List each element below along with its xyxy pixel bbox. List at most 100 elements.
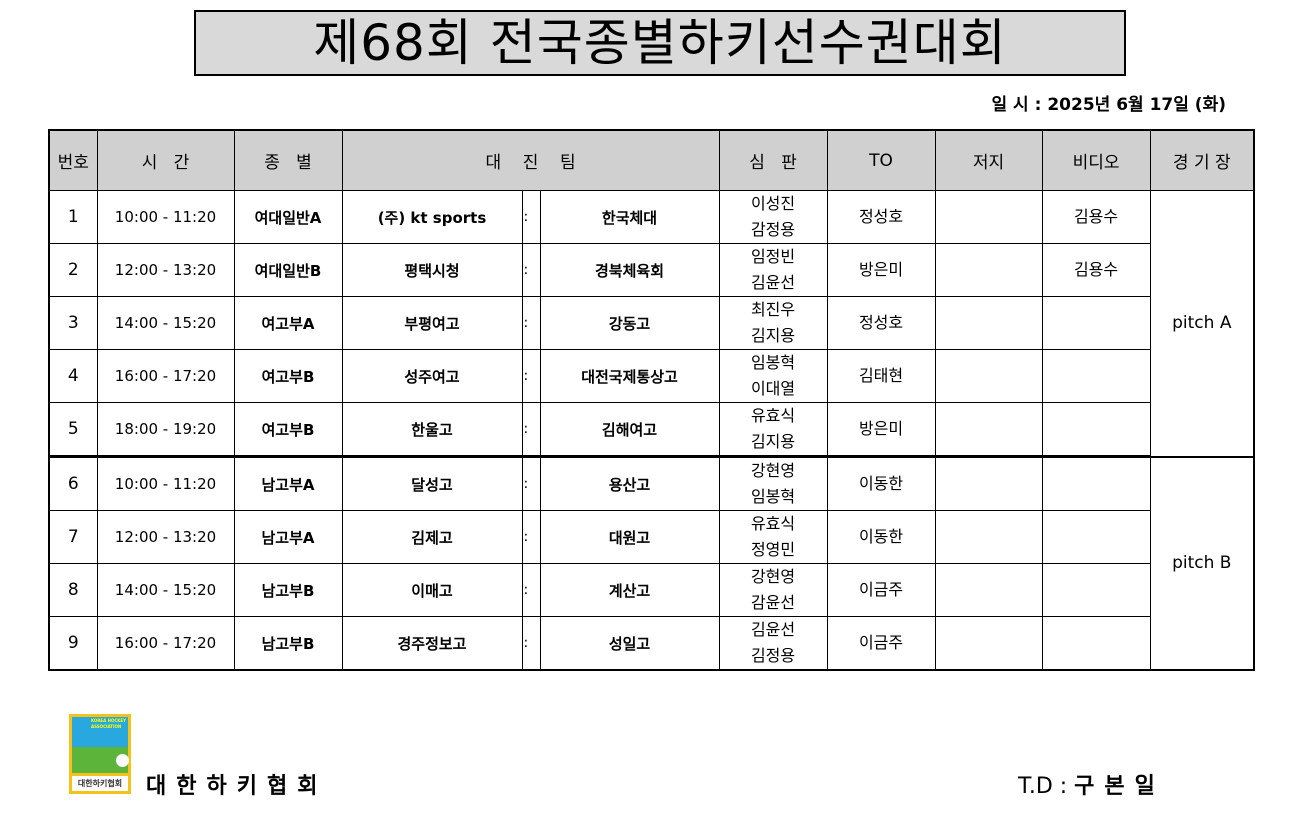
cell-referees: 이성진 감정용	[718, 190, 828, 244]
cell-category: 여고부B	[233, 349, 343, 403]
cell-team1: 한울고	[341, 402, 523, 458]
cell-time: 12:00 - 13:20	[96, 510, 235, 564]
table-row: 2 12:00 - 13:20 여대일반B 평택시청: 경북체육회 임정빈 김윤선 방은미 김용…	[48, 243, 1254, 297]
table-row: 7 12:00 - 13:20 남고부A 김제고: 대원고 유효식 정영민 이동한	[48, 510, 1254, 564]
cell-to: 방은미	[826, 402, 936, 458]
kha-logo: KOREA HOCKEY ASSOCIATION 대한하키협회	[69, 714, 131, 794]
cell-video	[1041, 456, 1151, 511]
cell-category: 여고부A	[233, 296, 343, 350]
cell-category: 여대일반B	[233, 243, 343, 297]
cell-video	[1041, 349, 1151, 403]
cell-team1: 평택시청	[341, 243, 523, 297]
cell-video	[1041, 510, 1151, 564]
header-no: 번호	[48, 129, 98, 191]
cell-team1: 부평여고	[341, 296, 523, 350]
cell-separator: :	[521, 510, 541, 564]
cell-judge	[934, 563, 1043, 617]
cell-video	[1041, 616, 1151, 671]
cell-team1: 달성고	[341, 456, 523, 511]
cell-team1: (주) kt sports	[341, 190, 523, 244]
cell-no: 5	[48, 402, 98, 458]
cell-judge	[934, 296, 1043, 350]
header-category: 종 별	[233, 129, 343, 191]
cell-judge	[934, 616, 1043, 671]
cell-time: 16:00 - 17:20	[96, 349, 235, 403]
referee-name: 강현영	[750, 461, 796, 480]
cell-separator: :	[521, 243, 541, 297]
referee-name: 김지용	[750, 326, 796, 345]
header-video: 비디오	[1041, 129, 1151, 191]
referee-name: 김정용	[750, 646, 796, 665]
table-row: 3 14:00 - 15:20 여고부A 부평여고: 강동고 최진우 김지용 정성호	[48, 296, 1254, 350]
event-date: 일 시 : 2025년 6월 17일 (화)	[991, 95, 1227, 115]
page-title: 제68회 전국종별하키선수권대회	[194, 10, 1126, 76]
table-row: 4 16:00 - 17:20 여고부B 성주여고: 대전국제통상고 임봉혁 이대열 김태현	[48, 349, 1254, 403]
cell-judge	[934, 243, 1043, 297]
cell-category: 여대일반A	[233, 190, 343, 244]
cell-separator: :	[521, 190, 541, 244]
header-venue: 경 기 장	[1149, 129, 1255, 191]
cell-time: 10:00 - 11:20	[96, 190, 235, 244]
header-teams: 대 진 팀	[341, 129, 720, 191]
referee-name: 임봉혁	[750, 487, 796, 506]
header-row: 번호 시 간 종 별 대 진 팀 심 판 TO 저지 비디오 경 기 장	[48, 129, 1255, 191]
referee-name: 임봉혁	[750, 353, 796, 372]
schedule-table: 번호 시 간 종 별 대 진 팀 심 판 TO 저지 비디오 경 기 장 1 10…	[48, 129, 1256, 671]
header-judge: 저지	[934, 129, 1043, 191]
cell-no: 7	[48, 510, 98, 564]
cell-team2: 용산고	[539, 456, 720, 511]
referee-name: 유효식	[750, 514, 796, 533]
cell-to: 이동한	[826, 510, 936, 564]
cell-category: 남고부B	[233, 563, 343, 617]
referee-name: 김윤선	[750, 620, 796, 639]
header-referee: 심 판	[718, 129, 828, 191]
cell-team1: 경주정보고	[341, 616, 523, 671]
cell-team2: 성일고	[539, 616, 720, 671]
table-row: 5 18:00 - 19:20 여고부B 한울고: 김해여고 유효식 김지용 방은미	[48, 402, 1254, 458]
technical-delegate: T.D : 구본일	[1018, 774, 1165, 799]
cell-video: 김용수	[1041, 243, 1151, 297]
cell-team1: 이매고	[341, 563, 523, 617]
cell-time: 12:00 - 13:20	[96, 243, 235, 297]
referee-name: 정영민	[750, 540, 796, 559]
cell-venue: pitch B	[1149, 456, 1255, 671]
cell-judge	[934, 349, 1043, 403]
cell-no: 6	[48, 456, 98, 511]
cell-team2: 한국체대	[539, 190, 720, 244]
referee-name: 이대열	[750, 379, 796, 398]
cell-separator: :	[521, 456, 541, 511]
table-row: 1 10:00 - 11:20 여대일반A (주) kt sports: 한국체대 이성진…	[48, 190, 1255, 458]
cell-referees: 최진우 김지용	[718, 296, 828, 350]
cell-time: 16:00 - 17:20	[96, 616, 235, 671]
cell-team2: 경북체육회	[539, 243, 720, 297]
cell-no: 1	[48, 190, 98, 244]
organization-name: 대한하키협회	[146, 774, 328, 799]
cell-judge	[934, 456, 1043, 511]
cell-time: 10:00 - 11:20	[96, 456, 235, 511]
cell-separator: :	[521, 349, 541, 403]
cell-judge	[934, 402, 1043, 458]
cell-to: 이금주	[826, 616, 936, 671]
cell-category: 남고부A	[233, 510, 343, 564]
cell-no: 8	[48, 563, 98, 617]
referee-name: 강현영	[750, 567, 796, 586]
referee-name: 이성진	[750, 194, 796, 213]
cell-to: 정성호	[826, 296, 936, 350]
cell-video: 김용수	[1041, 190, 1151, 244]
cell-to: 이동한	[826, 456, 936, 511]
header-time: 시 간	[96, 129, 235, 191]
cell-video	[1041, 402, 1151, 458]
cell-team2: 강동고	[539, 296, 720, 350]
cell-time: 14:00 - 15:20	[96, 563, 235, 617]
referee-name: 유효식	[750, 406, 796, 425]
cell-team1: 김제고	[341, 510, 523, 564]
cell-to: 방은미	[826, 243, 936, 297]
cell-video	[1041, 563, 1151, 617]
cell-category: 남고부B	[233, 616, 343, 671]
ball-icon	[116, 754, 129, 767]
referee-name: 김지용	[750, 432, 796, 451]
